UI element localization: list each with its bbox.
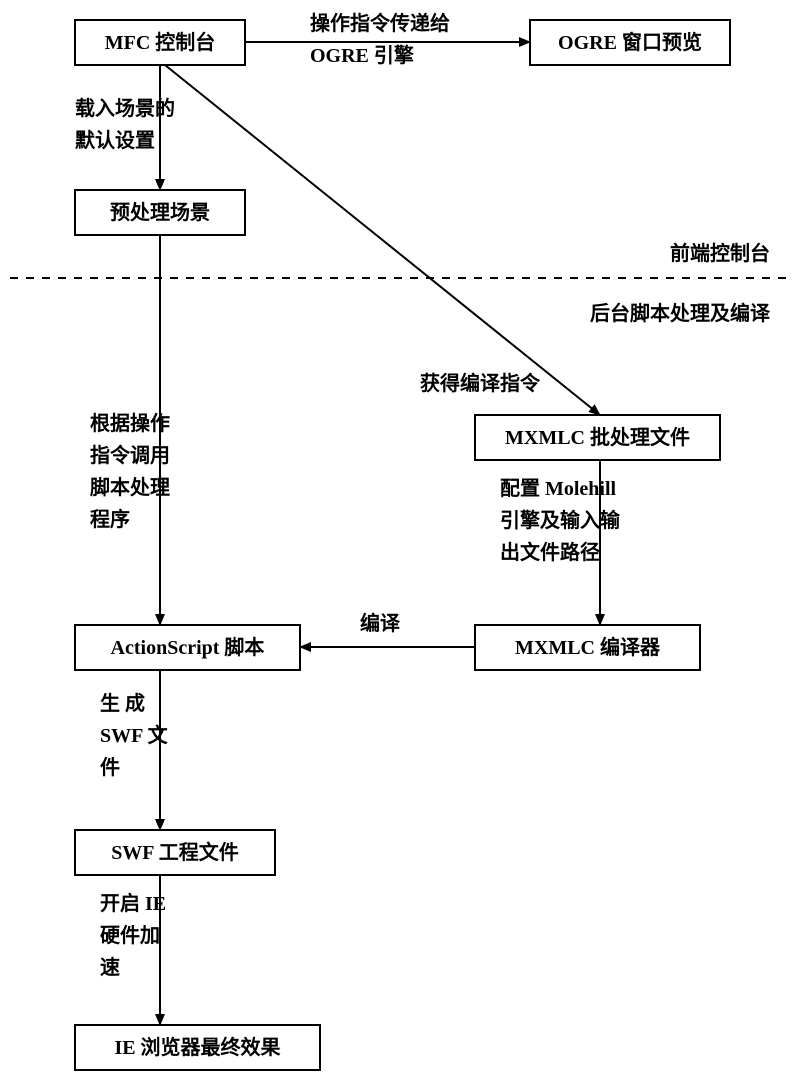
- region-label-top: 前端控制台: [670, 241, 770, 265]
- flowchart-diagram: MFC 控制台 OGRE 窗口预览预处理场景 MXMLC 批处理文件 ActionSc…: [0, 0, 800, 1084]
- edge-label-mxmlc_bat_to_comp: 配置 Molehill引擎及输入输出文件路径: [500, 477, 621, 564]
- edge-label-mfc_to_mxmlc_bat: 获得编译指令: [420, 371, 541, 395]
- node-label-as_script: ActionScript 脚本: [111, 636, 265, 659]
- node-mfc: MFC 控制台: [75, 20, 245, 65]
- edge-label-preprocess_to_as: 根据操作指令调用脚本处理程序: [90, 411, 170, 531]
- edge-label-swf_to_ie: 开启 IE硬件加速: [100, 891, 166, 979]
- node-preprocess: 预处理场景: [75, 190, 245, 235]
- node-ogre: OGRE 窗口预览: [530, 20, 730, 65]
- node-label-ie: IE 浏览器最终效果: [114, 1035, 280, 1059]
- node-swf: SWF 工程文件: [75, 830, 275, 875]
- node-mxmlc_comp: MXMLC 编译器: [475, 625, 700, 670]
- node-mxmlc_bat: MXMLC 批处理文件: [475, 415, 720, 460]
- edge-mfc_to_mxmlc_bat: [165, 65, 600, 415]
- node-label-mxmlc_bat: MXMLC 批处理文件: [505, 425, 690, 449]
- node-as_script: ActionScript 脚本: [75, 625, 300, 670]
- edge-label-comp_to_as: 编译: [360, 611, 401, 635]
- edge-label-mfc_to_ogre: 操作指令传递给OGRE 引擎: [310, 11, 450, 67]
- region-label-bottom: 后台脚本处理及编译: [590, 301, 771, 325]
- node-label-preprocess: 预处理场景: [110, 200, 210, 224]
- edge-label-as_to_swf: 生 成SWF 文件: [100, 691, 169, 779]
- node-ie: IE 浏览器最终效果: [75, 1025, 320, 1070]
- node-label-mxmlc_comp: MXMLC 编译器: [515, 635, 661, 659]
- node-label-swf: SWF 工程文件: [111, 840, 239, 864]
- node-label-mfc: MFC 控制台: [105, 30, 216, 54]
- node-label-ogre: OGRE 窗口预览: [558, 30, 702, 54]
